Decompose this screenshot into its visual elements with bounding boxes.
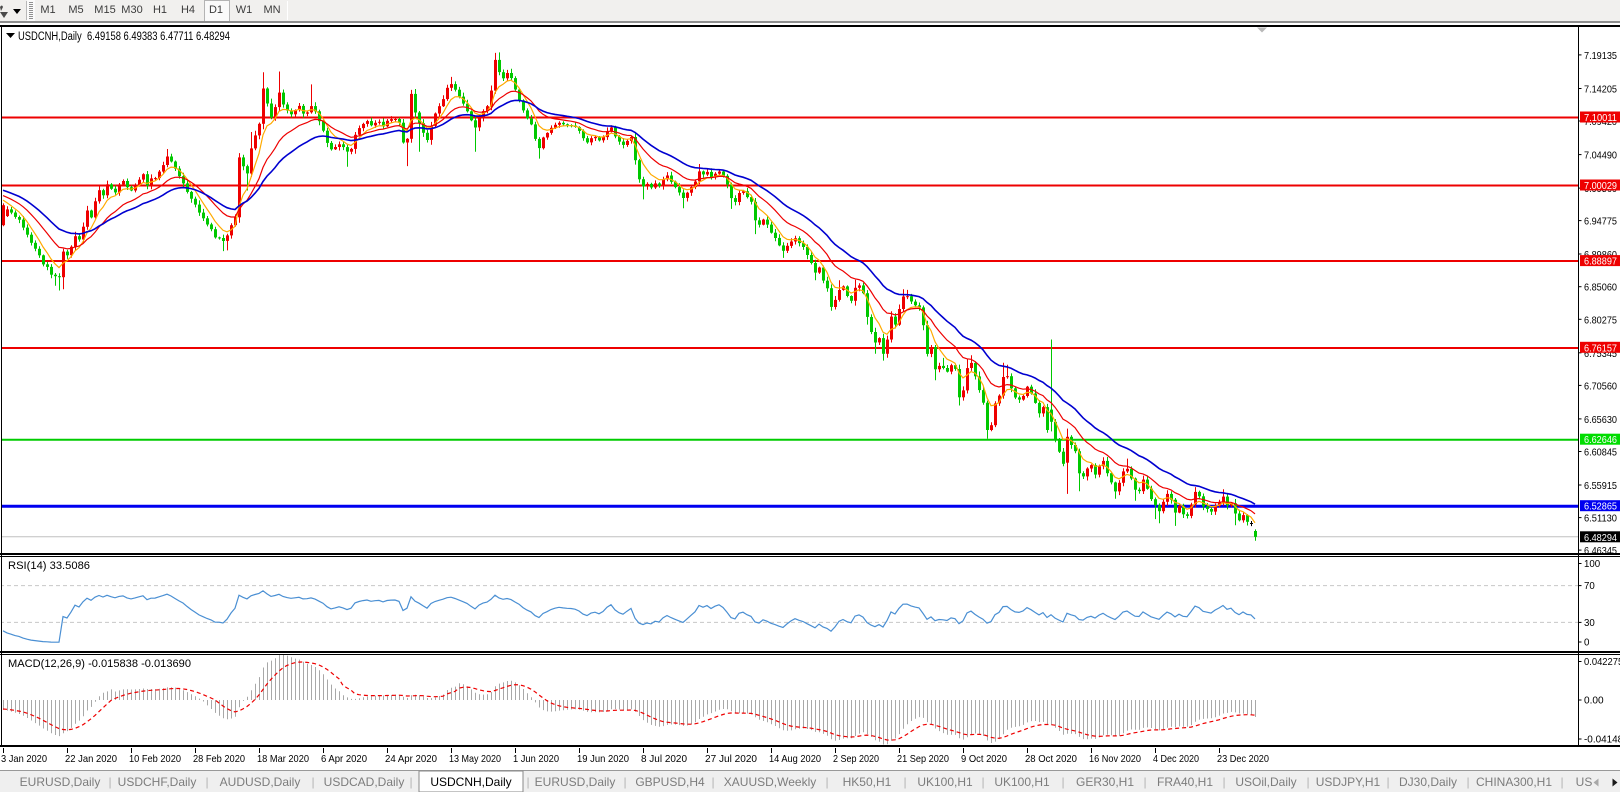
svg-text:HK50,H1: HK50,H1 <box>843 775 892 789</box>
svg-text:-0.04148: -0.04148 <box>1584 734 1620 746</box>
svg-text:23 Dec 2020: 23 Dec 2020 <box>1217 753 1269 765</box>
svg-text:27 Jul 2020: 27 Jul 2020 <box>705 753 757 765</box>
svg-text:7.04490: 7.04490 <box>1584 150 1617 162</box>
svg-text:6.88897: 6.88897 <box>1584 256 1617 268</box>
svg-text:9 Oct 2020: 9 Oct 2020 <box>961 753 1007 765</box>
svg-text:7.19135: 7.19135 <box>1584 50 1617 62</box>
svg-text:MACD(12,26,9) -0.015838 -0.013: MACD(12,26,9) -0.015838 -0.013690 <box>8 658 191 670</box>
svg-text:UK100,H1: UK100,H1 <box>917 775 973 789</box>
svg-text:UK100,H1: UK100,H1 <box>994 775 1050 789</box>
svg-text:6.85060: 6.85060 <box>1584 282 1617 294</box>
svg-text:EURUSD,Daily: EURUSD,Daily <box>535 775 616 789</box>
svg-text:6.52865: 6.52865 <box>1584 501 1617 513</box>
svg-text:XAUUSD,Weekly: XAUUSD,Weekly <box>724 775 816 789</box>
svg-text:8 Jul 2020: 8 Jul 2020 <box>641 753 687 765</box>
svg-text:16 Nov 2020: 16 Nov 2020 <box>1089 753 1141 765</box>
svg-text:6.62646: 6.62646 <box>1584 434 1617 446</box>
svg-text:|: | <box>311 775 314 789</box>
svg-text:RSI(14) 33.5086: RSI(14) 33.5086 <box>8 560 90 572</box>
svg-text:FRA40,H1: FRA40,H1 <box>1157 775 1213 789</box>
svg-text:1 Jun 2020: 1 Jun 2020 <box>513 753 559 765</box>
svg-text:6.76157: 6.76157 <box>1584 342 1617 354</box>
svg-text:USOil,Daily: USOil,Daily <box>1235 775 1296 789</box>
svg-text:7.00029: 7.00029 <box>1584 180 1617 192</box>
svg-text:|: | <box>711 775 714 789</box>
svg-text:|: | <box>1143 775 1146 789</box>
svg-text:|: | <box>981 775 984 789</box>
svg-text:USDCHF,Daily: USDCHF,Daily <box>118 775 197 789</box>
svg-text:24 Apr 2020: 24 Apr 2020 <box>385 753 437 765</box>
svg-text:|: | <box>409 775 412 789</box>
svg-text:3 Jan 2020: 3 Jan 2020 <box>1 753 47 765</box>
svg-text:21 Sep 2020: 21 Sep 2020 <box>897 753 949 765</box>
svg-text:0: 0 <box>1584 637 1590 649</box>
svg-text:|: | <box>623 775 626 789</box>
svg-text:USDCAD,Daily: USDCAD,Daily <box>324 775 405 789</box>
svg-text:14 Aug 2020: 14 Aug 2020 <box>769 753 821 765</box>
svg-text:GER30,H1: GER30,H1 <box>1076 775 1134 789</box>
svg-text:|: | <box>1466 775 1469 789</box>
svg-text:19 Jun 2020: 19 Jun 2020 <box>577 753 629 765</box>
svg-text:7.14205: 7.14205 <box>1584 84 1617 96</box>
svg-text:USDJPY,H1: USDJPY,H1 <box>1316 775 1381 789</box>
svg-text:GBPUSD,H4: GBPUSD,H4 <box>635 775 705 789</box>
svg-text:6.48294: 6.48294 <box>1584 532 1617 544</box>
svg-text:30: 30 <box>1584 617 1595 629</box>
svg-text:|: | <box>108 775 111 789</box>
svg-text:DJ30,Daily: DJ30,Daily <box>1399 775 1457 789</box>
svg-text:6 Apr 2020: 6 Apr 2020 <box>321 753 367 765</box>
svg-text:100: 100 <box>1584 558 1600 570</box>
svg-text:6.51130: 6.51130 <box>1584 513 1617 525</box>
svg-text:|: | <box>1306 775 1309 789</box>
svg-text:6.46345: 6.46345 <box>1584 545 1617 557</box>
svg-text:|: | <box>205 775 208 789</box>
svg-text:|: | <box>526 775 529 789</box>
svg-text:|: | <box>1061 775 1064 789</box>
svg-text:2 Sep 2020: 2 Sep 2020 <box>833 753 879 765</box>
svg-text:10 Feb 2020: 10 Feb 2020 <box>129 753 181 765</box>
svg-text:|: | <box>1386 775 1389 789</box>
svg-text:6.70560: 6.70560 <box>1584 380 1617 392</box>
svg-text:|: | <box>1222 775 1225 789</box>
svg-text:|: | <box>903 775 906 789</box>
svg-text:22 Jan 2020: 22 Jan 2020 <box>65 753 117 765</box>
svg-text:6.65630: 6.65630 <box>1584 414 1617 426</box>
svg-text:0.00: 0.00 <box>1584 695 1604 707</box>
svg-text:CHINA300,H1: CHINA300,H1 <box>1476 775 1552 789</box>
svg-text:AUDUSD,Daily: AUDUSD,Daily <box>220 775 301 789</box>
svg-text:6.80275: 6.80275 <box>1584 314 1617 326</box>
svg-text:|: | <box>1560 775 1563 789</box>
svg-text:18 Mar 2020: 18 Mar 2020 <box>257 753 309 765</box>
svg-text:USDCNH,Daily 6.49158 6.49383: USDCNH,Daily 6.49158 6.49383 6.47711 6.4… <box>18 31 230 43</box>
svg-text:28 Oct 2020: 28 Oct 2020 <box>1025 753 1077 765</box>
svg-text:4 Dec 2020: 4 Dec 2020 <box>1153 753 1199 765</box>
svg-text:|: | <box>825 775 828 789</box>
svg-text:6.55915: 6.55915 <box>1584 480 1617 492</box>
svg-text:EURUSD,Daily: EURUSD,Daily <box>20 775 101 789</box>
svg-text:13 May 2020: 13 May 2020 <box>449 753 501 765</box>
svg-text:US: US <box>1576 775 1593 789</box>
svg-text:0.042275: 0.042275 <box>1584 656 1620 668</box>
svg-text:6.60845: 6.60845 <box>1584 447 1617 459</box>
svg-text:70: 70 <box>1584 580 1595 592</box>
svg-text:28 Feb 2020: 28 Feb 2020 <box>193 753 245 765</box>
svg-text:6.94775: 6.94775 <box>1584 216 1617 228</box>
svg-text:USDCNH,Daily: USDCNH,Daily <box>430 775 511 789</box>
svg-text:7.10011: 7.10011 <box>1584 112 1617 124</box>
